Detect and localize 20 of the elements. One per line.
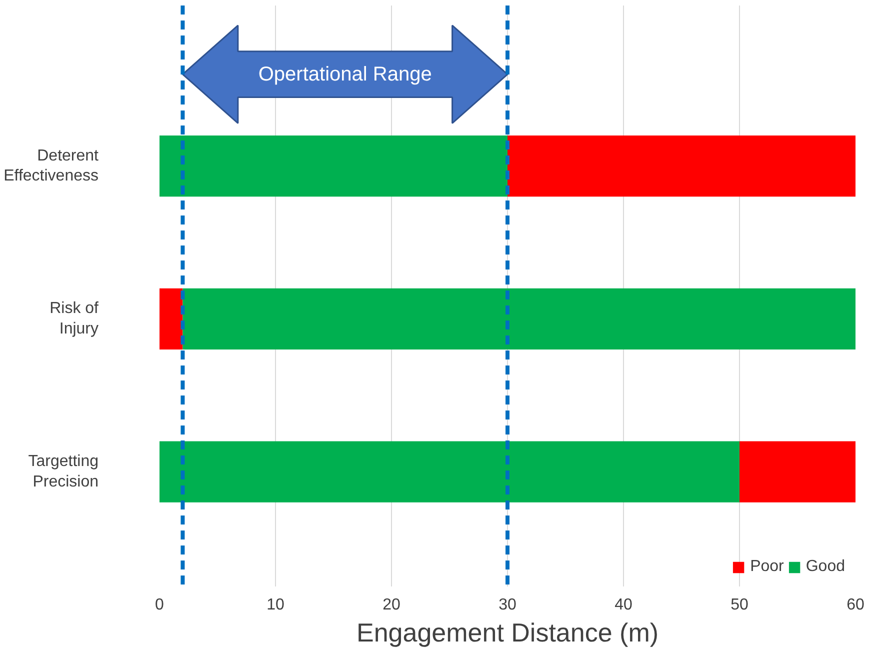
y-tick-label: Risk of Injury: [50, 300, 100, 338]
x-tick-label: 50: [730, 596, 748, 614]
x-tick-label: 10: [266, 596, 284, 614]
x-tick-label: 60: [846, 596, 864, 614]
y-tick-label: Deterent Effectiveness: [4, 147, 100, 185]
bar: [182, 288, 856, 350]
x-axis-title: Engagement Distance (m): [356, 618, 659, 648]
legend-label: Good: [806, 558, 845, 576]
x-tick-label: 0: [155, 596, 164, 614]
bar: [160, 441, 740, 502]
text: Opertational Range: [258, 63, 432, 86]
bar: [508, 135, 856, 197]
legend-label: Poor: [750, 558, 784, 576]
y-tick-label: Targetting Precision: [28, 453, 99, 491]
x-tick-label: 30: [498, 596, 516, 614]
bar: [160, 135, 508, 197]
x-tick-label: 20: [382, 596, 400, 614]
x-tick-label: 40: [614, 596, 632, 614]
bar: [160, 288, 183, 350]
bar: [740, 441, 856, 502]
